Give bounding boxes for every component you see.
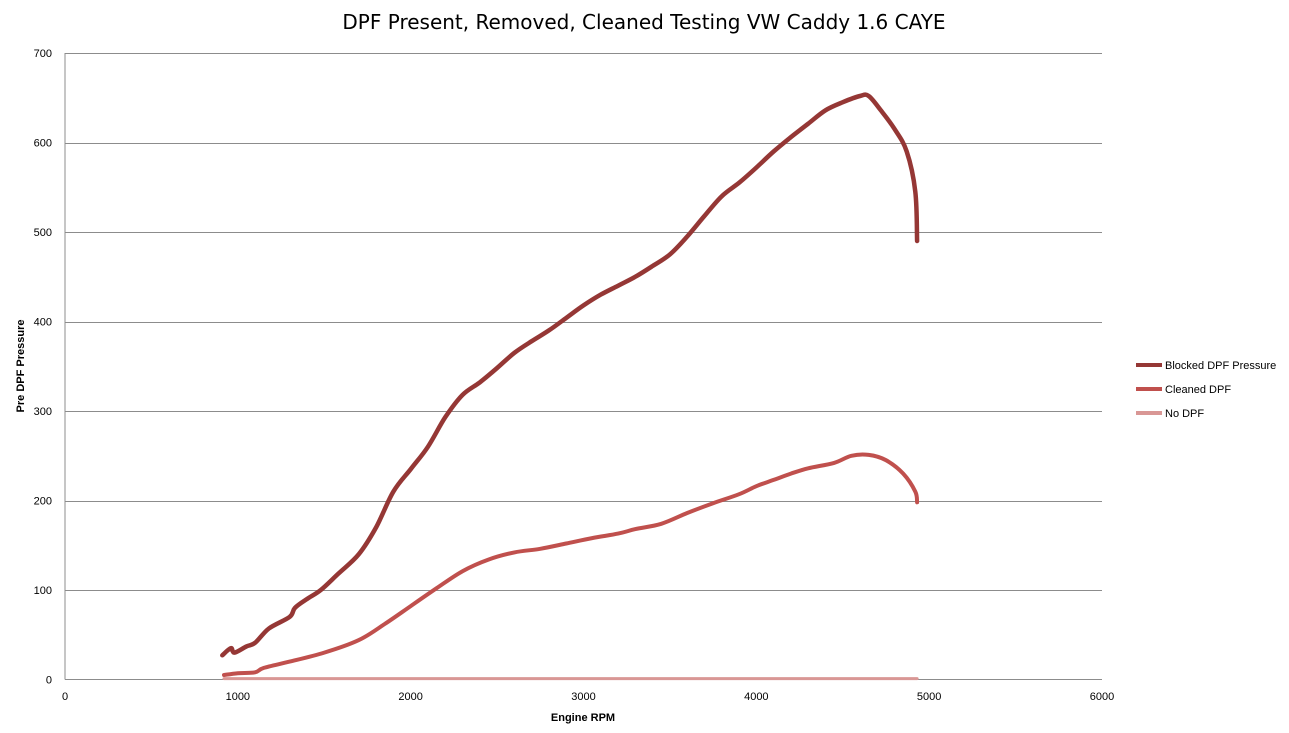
gridlines [65,53,1102,591]
legend: Blocked DPF Pressure Cleaned DPF No DPF [1136,360,1276,420]
x-axis-label: Engine RPM [551,712,615,724]
legend-label: Blocked DPF Pressure [1165,360,1276,372]
y-axis-ticks: 0 100 200 300 400 500 600 700 [34,48,52,687]
y-axis-label: Pre DPF Pressure [15,320,27,413]
y-tick-label: 500 [34,227,52,239]
series-line-blocked-dpf-pressure [220,92,920,658]
y-tick-label: 300 [34,406,52,418]
y-tick-label: 400 [34,317,52,329]
y-tick-label: 100 [34,585,52,597]
legend-label: Cleaned DPF [1165,384,1231,396]
x-tick-label: 5000 [917,691,941,703]
x-axis-ticks: 0 1000 2000 3000 4000 5000 6000 [62,691,1114,703]
x-tick-label: 4000 [744,691,768,703]
x-tick-label: 0 [62,691,68,703]
x-tick-label: 1000 [226,691,250,703]
series-line-cleaned-dpf [222,452,920,677]
y-tick-label: 600 [34,138,52,150]
series-lines [220,92,920,681]
y-tick-label: 0 [46,675,52,687]
y-tick-label: 700 [34,48,52,60]
x-tick-label: 3000 [571,691,595,703]
y-tick-label: 200 [34,496,52,508]
x-tick-label: 6000 [1090,691,1114,703]
chart-title: DPF Present, Removed, Cleaned Testing VW… [342,10,945,34]
x-tick-label: 2000 [398,691,422,703]
legend-label: No DPF [1165,408,1204,420]
